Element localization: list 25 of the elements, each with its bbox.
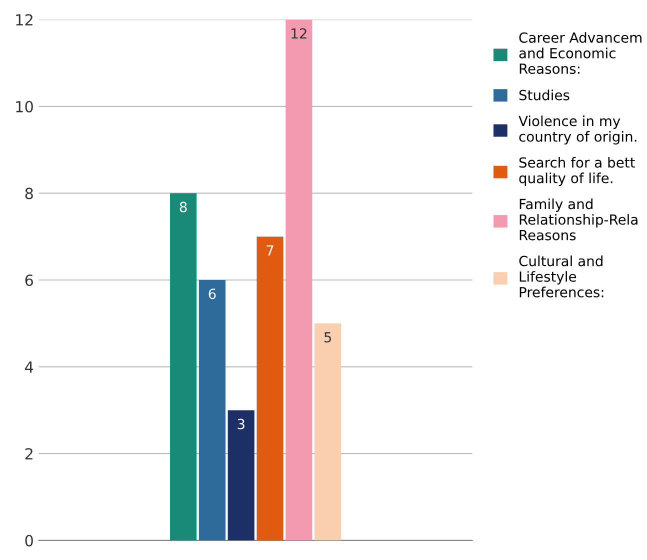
y-tick-label: 12 bbox=[16, 14, 32, 26]
data-label: 3 bbox=[238, 418, 244, 430]
data-label: 7 bbox=[266, 245, 274, 256]
y-tick-label: 2 bbox=[25, 448, 32, 460]
bar bbox=[228, 410, 254, 540]
y-tick-label: 0 bbox=[25, 534, 33, 546]
legend-label: Career Advancem and Economic Reasons: bbox=[519, 32, 642, 74]
y-tick-label: 8 bbox=[25, 188, 33, 200]
bar bbox=[286, 20, 312, 540]
legend-label: Studies bbox=[519, 90, 570, 100]
data-label: 8 bbox=[180, 202, 187, 212]
legend-label: Family and Relationship-Rela Reasons bbox=[520, 198, 638, 240]
bar bbox=[314, 323, 342, 540]
bar bbox=[170, 193, 197, 540]
data-label: 6 bbox=[208, 288, 216, 300]
legend-label: Search for a bett quality of life. bbox=[519, 157, 635, 186]
data-label: 5 bbox=[324, 332, 332, 342]
y-tick-label: 6 bbox=[25, 274, 33, 286]
y-tick-label: 10 bbox=[16, 100, 33, 112]
legend-label: Cultural and Lifestyle Preferences: bbox=[519, 256, 604, 298]
bar bbox=[198, 280, 226, 540]
bar bbox=[256, 236, 284, 540]
data-label: 12 bbox=[292, 28, 306, 38]
y-tick-label: 4 bbox=[24, 361, 34, 373]
legend-label: Violence in my country of origin. bbox=[518, 116, 636, 144]
